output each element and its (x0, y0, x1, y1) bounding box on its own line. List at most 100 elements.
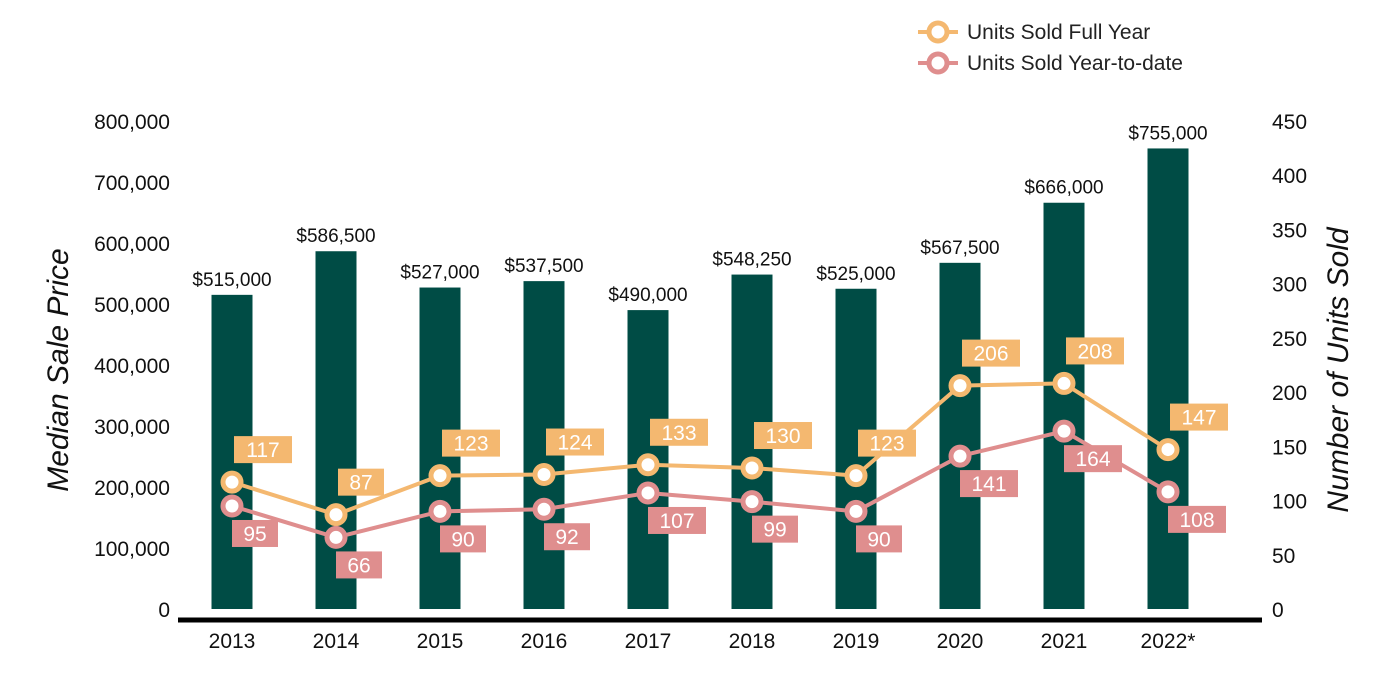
x-tick-label: 2015 (417, 630, 464, 653)
y-tick-label: 400,000 (94, 355, 170, 378)
data-label: 124 (557, 432, 592, 455)
bar-value-label: $586,500 (296, 226, 375, 247)
data-point (636, 481, 660, 505)
data-label-box (232, 519, 278, 547)
data-label-box (1064, 445, 1122, 473)
data-label-box (440, 525, 486, 553)
data-point (428, 499, 452, 523)
y2-tick-label: 0 (1272, 599, 1284, 622)
data-label-box (544, 523, 590, 551)
y2-tick-label: 150 (1272, 436, 1307, 459)
data-label: 147 (1181, 407, 1216, 430)
y2-tick-label: 350 (1272, 219, 1307, 242)
data-label: 92 (555, 526, 578, 549)
data-label-box (858, 429, 916, 457)
data-label: 107 (659, 510, 694, 533)
legend-swatch-ytd-marker (926, 51, 950, 75)
y2-tick-label: 400 (1272, 165, 1307, 188)
right-axis-ticks: 0 50 100 150 200 250 300 350 400 450 (1272, 111, 1307, 622)
y-tick-label: 100,000 (94, 538, 170, 561)
data-point (324, 525, 348, 549)
bar-value-label: $525,000 (816, 264, 895, 285)
bar-2014 (315, 251, 357, 610)
data-label-box (336, 551, 382, 579)
bar-value-label: $666,000 (1024, 178, 1103, 199)
data-label-box (752, 515, 798, 543)
legend-label-ytd: Units Sold Year-to-date (967, 52, 1183, 75)
data-label: 117 (246, 439, 279, 462)
data-label: 164 (1075, 448, 1110, 471)
x-tick-label: 2013 (209, 630, 256, 653)
data-label: 108 (1179, 509, 1214, 532)
data-point (948, 444, 972, 468)
data-point (220, 470, 244, 494)
data-point (1052, 371, 1076, 395)
y2-tick-label: 100 (1272, 491, 1307, 514)
x-tick-label: 2020 (937, 630, 984, 653)
legend-item-full-year: Units Sold Full Year (918, 20, 1150, 44)
data-label: 130 (765, 425, 800, 448)
data-label: 206 (973, 343, 1008, 366)
data-label: 123 (869, 433, 904, 456)
data-point (220, 494, 244, 518)
data-point (532, 463, 556, 487)
y2-tick-label: 50 (1272, 545, 1295, 568)
y2-axis-title: Number of Units Sold (1322, 226, 1355, 512)
data-point (636, 453, 660, 477)
data-point (428, 464, 452, 488)
lines-layer (220, 371, 1180, 549)
bar-value-label: $527,000 (400, 263, 479, 284)
data-point (740, 490, 764, 514)
y-tick-label: 0 (158, 599, 170, 622)
y-axis-title: Median Sale Price (42, 248, 75, 491)
data-label-box (650, 418, 708, 446)
legend-item-ytd: Units Sold Year-to-date (918, 51, 1183, 75)
data-point (740, 456, 764, 480)
x-tick-label: 2017 (625, 630, 672, 653)
data-label-box (234, 436, 292, 464)
data-point (1052, 419, 1076, 443)
data-label-box (546, 428, 604, 456)
bar-value-label: $567,500 (920, 238, 999, 259)
bar-value-label: $490,000 (608, 285, 687, 306)
x-axis-ticks: 2013 2014 2015 2016 2017 2018 2019 2020 2021 2022… (209, 630, 1196, 653)
bar-value-label: $755,000 (1128, 123, 1207, 144)
data-point (1156, 438, 1180, 462)
bar-2020 (939, 262, 981, 609)
legend: Units Sold Full Year Units Sold Year-to-… (918, 20, 1183, 75)
y-tick-label: 800,000 (94, 111, 170, 134)
data-label-box (1170, 403, 1228, 431)
data-label: 123 (453, 433, 488, 456)
y-tick-label: 700,000 (94, 172, 170, 195)
bar-2021 (1043, 202, 1085, 610)
data-label-box (1066, 337, 1124, 365)
data-label-box (754, 422, 812, 450)
x-tick-label: 2016 (521, 630, 568, 653)
left-axis-ticks: 0 100,000 200,000 300,000 400,000 500,000 600,… (94, 111, 170, 622)
data-label: 133 (661, 422, 696, 445)
series-line-full-year (231, 381, 1170, 517)
data-point (844, 499, 868, 523)
bar-value-label: $515,000 (192, 270, 271, 291)
data-label-box (1168, 505, 1226, 533)
data-label: 141 (971, 473, 1006, 496)
data-label-box (962, 339, 1020, 367)
x-tick-label: 2018 (729, 630, 776, 653)
y2-tick-label: 200 (1272, 382, 1307, 405)
data-label-box (960, 470, 1018, 498)
data-label: 95 (243, 523, 266, 546)
y2-tick-label: 250 (1272, 328, 1307, 351)
data-point (324, 503, 348, 527)
data-label-box (442, 429, 500, 457)
point-labels-layer: 117 87 123 124 133 130 123 206 208 147 95 66 90 92 107… (232, 337, 1228, 579)
legend-swatch-full-year-marker (926, 20, 950, 44)
data-point (948, 374, 972, 398)
x-tick-label: 2014 (313, 630, 360, 653)
data-label: 99 (763, 519, 786, 542)
legend-label-full-year: Units Sold Full Year (967, 21, 1150, 44)
data-label-box (648, 506, 706, 534)
y-tick-label: 600,000 (94, 233, 170, 256)
data-point (532, 497, 556, 521)
